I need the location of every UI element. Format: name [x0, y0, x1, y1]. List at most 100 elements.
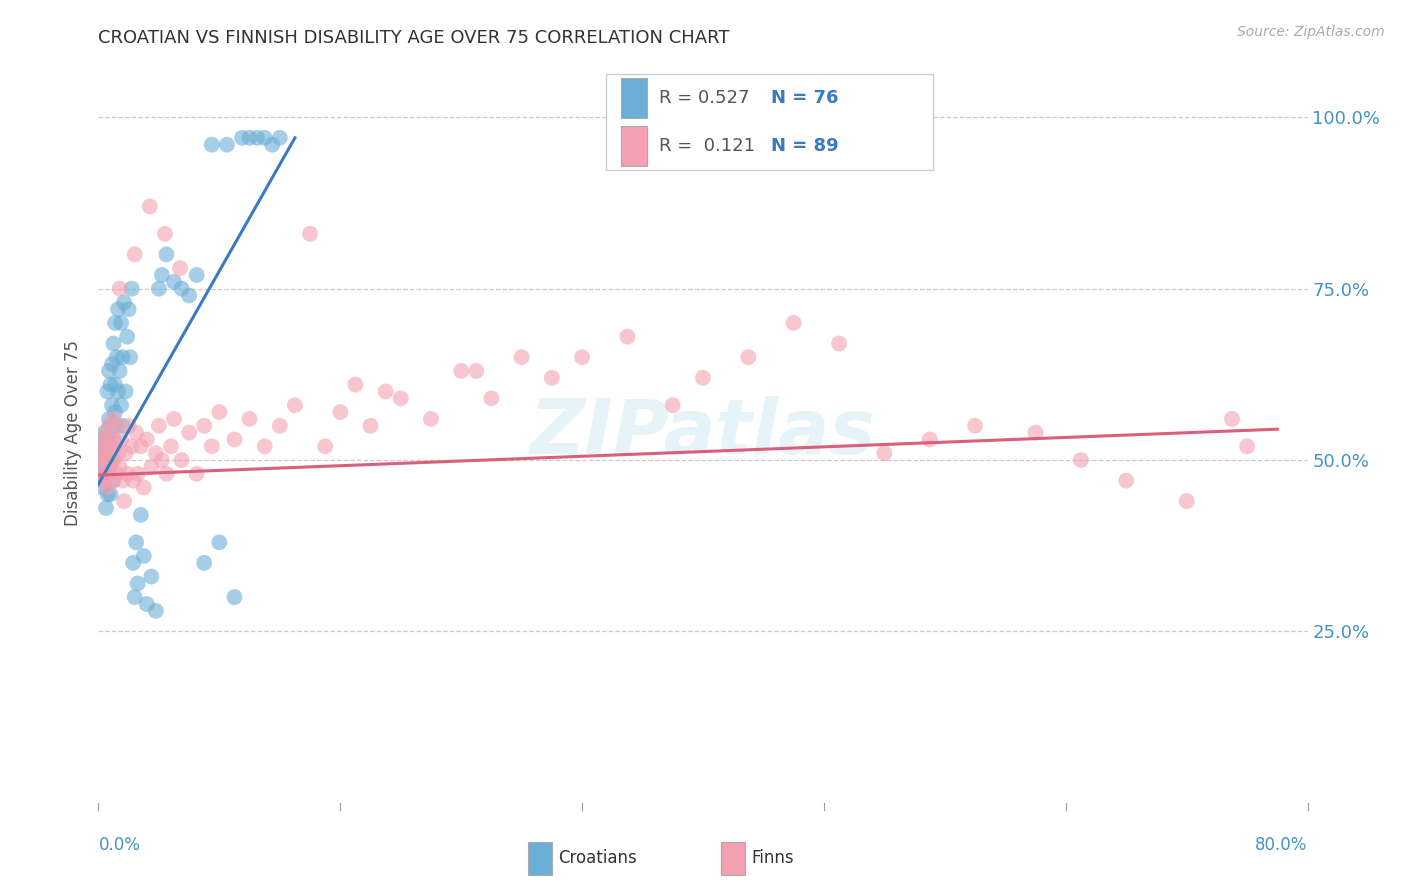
Point	[108, 282, 131, 296]
Text: R =  0.121: R = 0.121	[659, 137, 755, 155]
Point	[163, 412, 186, 426]
Point	[107, 446, 129, 460]
Point	[90, 446, 112, 460]
Text: Source: ZipAtlas.com: Source: ZipAtlas.com	[1237, 25, 1385, 39]
FancyBboxPatch shape	[621, 126, 647, 167]
Point	[104, 316, 127, 330]
Point	[103, 433, 125, 447]
Point	[389, 392, 412, 406]
Point	[127, 576, 149, 591]
Point	[186, 268, 208, 282]
Point	[101, 398, 124, 412]
Point	[121, 282, 143, 296]
Point	[239, 131, 262, 145]
Point	[104, 377, 127, 392]
Point	[105, 418, 128, 433]
Point	[108, 459, 131, 474]
Point	[465, 364, 488, 378]
Point	[299, 227, 322, 241]
Point	[93, 459, 115, 474]
Point	[141, 459, 163, 474]
Point	[89, 459, 111, 474]
Point	[94, 425, 117, 440]
Y-axis label: Disability Age Over 75: Disability Age Over 75	[65, 340, 83, 525]
Point	[828, 336, 851, 351]
Point	[127, 467, 149, 481]
Point	[215, 137, 238, 152]
Point	[98, 412, 121, 426]
Point	[98, 467, 121, 481]
Point	[481, 392, 503, 406]
FancyBboxPatch shape	[621, 78, 647, 119]
Point	[94, 501, 117, 516]
Point	[450, 364, 472, 378]
Point	[93, 474, 115, 488]
Point	[93, 425, 115, 440]
Point	[269, 131, 291, 145]
Point	[125, 425, 148, 440]
Point	[94, 453, 117, 467]
Point	[98, 364, 121, 378]
Point	[110, 398, 132, 412]
Point	[253, 131, 276, 145]
Point	[179, 288, 201, 302]
Point	[111, 418, 134, 433]
Point	[141, 569, 163, 583]
Point	[90, 439, 112, 453]
Point	[1070, 453, 1092, 467]
Point	[122, 556, 145, 570]
Point	[179, 425, 201, 440]
Point	[420, 412, 443, 426]
Point	[510, 350, 533, 364]
Point	[104, 405, 127, 419]
Point	[148, 282, 170, 296]
Point	[186, 467, 208, 481]
Point	[100, 439, 122, 453]
Point	[90, 467, 112, 481]
Point	[91, 480, 114, 494]
Point	[148, 418, 170, 433]
Point	[120, 350, 142, 364]
Point	[103, 474, 125, 488]
Point	[155, 467, 177, 481]
Point	[96, 480, 118, 494]
Point	[145, 604, 167, 618]
Point	[94, 453, 117, 467]
Point	[112, 295, 135, 310]
Point	[616, 329, 638, 343]
Point	[150, 453, 173, 467]
Text: CROATIAN VS FINNISH DISABILITY AGE OVER 75 CORRELATION CHART: CROATIAN VS FINNISH DISABILITY AGE OVER …	[98, 29, 730, 47]
Point	[100, 459, 122, 474]
Point	[91, 474, 114, 488]
Point	[150, 268, 173, 282]
Point	[96, 487, 118, 501]
Point	[115, 467, 138, 481]
Point	[101, 433, 124, 447]
Text: 80.0%: 80.0%	[1256, 836, 1308, 855]
Point	[224, 590, 246, 604]
Point	[94, 467, 117, 481]
Point	[124, 247, 146, 261]
Point	[114, 384, 136, 399]
Text: Croatians: Croatians	[558, 849, 637, 867]
Point	[96, 446, 118, 460]
Point	[121, 439, 143, 453]
Point	[965, 418, 987, 433]
Point	[108, 364, 131, 378]
Text: ZIPatlas: ZIPatlas	[530, 396, 876, 469]
Point	[253, 439, 276, 453]
Point	[692, 371, 714, 385]
Point	[661, 398, 683, 412]
Point	[94, 439, 117, 453]
Point	[103, 453, 125, 467]
Point	[145, 446, 167, 460]
Point	[118, 302, 141, 317]
Point	[239, 412, 262, 426]
Point	[1175, 494, 1198, 508]
Point	[269, 418, 291, 433]
Point	[1024, 425, 1046, 440]
Point	[360, 418, 382, 433]
Point	[153, 227, 176, 241]
Point	[1236, 439, 1258, 453]
Text: N = 89: N = 89	[770, 137, 838, 155]
